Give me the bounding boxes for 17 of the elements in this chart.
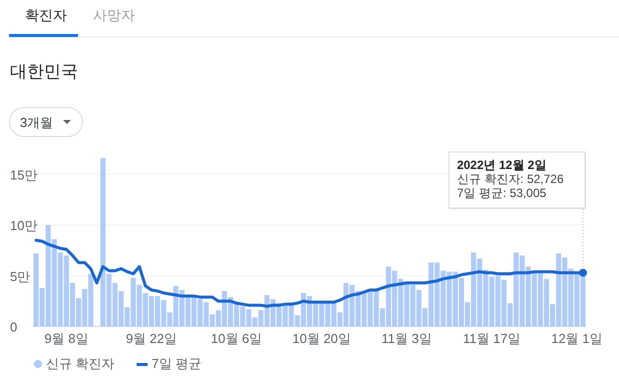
x-tick-label: 11월 17일 (463, 331, 521, 346)
x-tick-label: 10월 20일 (292, 331, 351, 346)
x-tick-label: 9월 22일 (126, 331, 178, 346)
y-tick-label: 10만 (10, 218, 38, 234)
text: 3개월 (20, 115, 54, 130)
x-tick-label: 12월 1일 (551, 331, 603, 346)
annotation: 2022년 12월 2일 신규 확진자: 52,726 7일 평균: 53,005 (456, 158, 564, 200)
x-tick-label: 9월 8일 (44, 331, 88, 346)
x-tick-label: 10월 6일 (210, 331, 262, 346)
y-tick-label: 5만 (10, 268, 30, 284)
legend-label: 7일 평균 (152, 356, 202, 371)
chart-title: 대한민국 (10, 62, 78, 81)
y-tick-label: 0 (10, 320, 18, 334)
x-tick-label: 11월 3일 (382, 331, 432, 346)
y-tick-label: 15만 (10, 167, 38, 182)
text: 사망자 (93, 7, 135, 23)
text: 확진자 (25, 7, 67, 23)
